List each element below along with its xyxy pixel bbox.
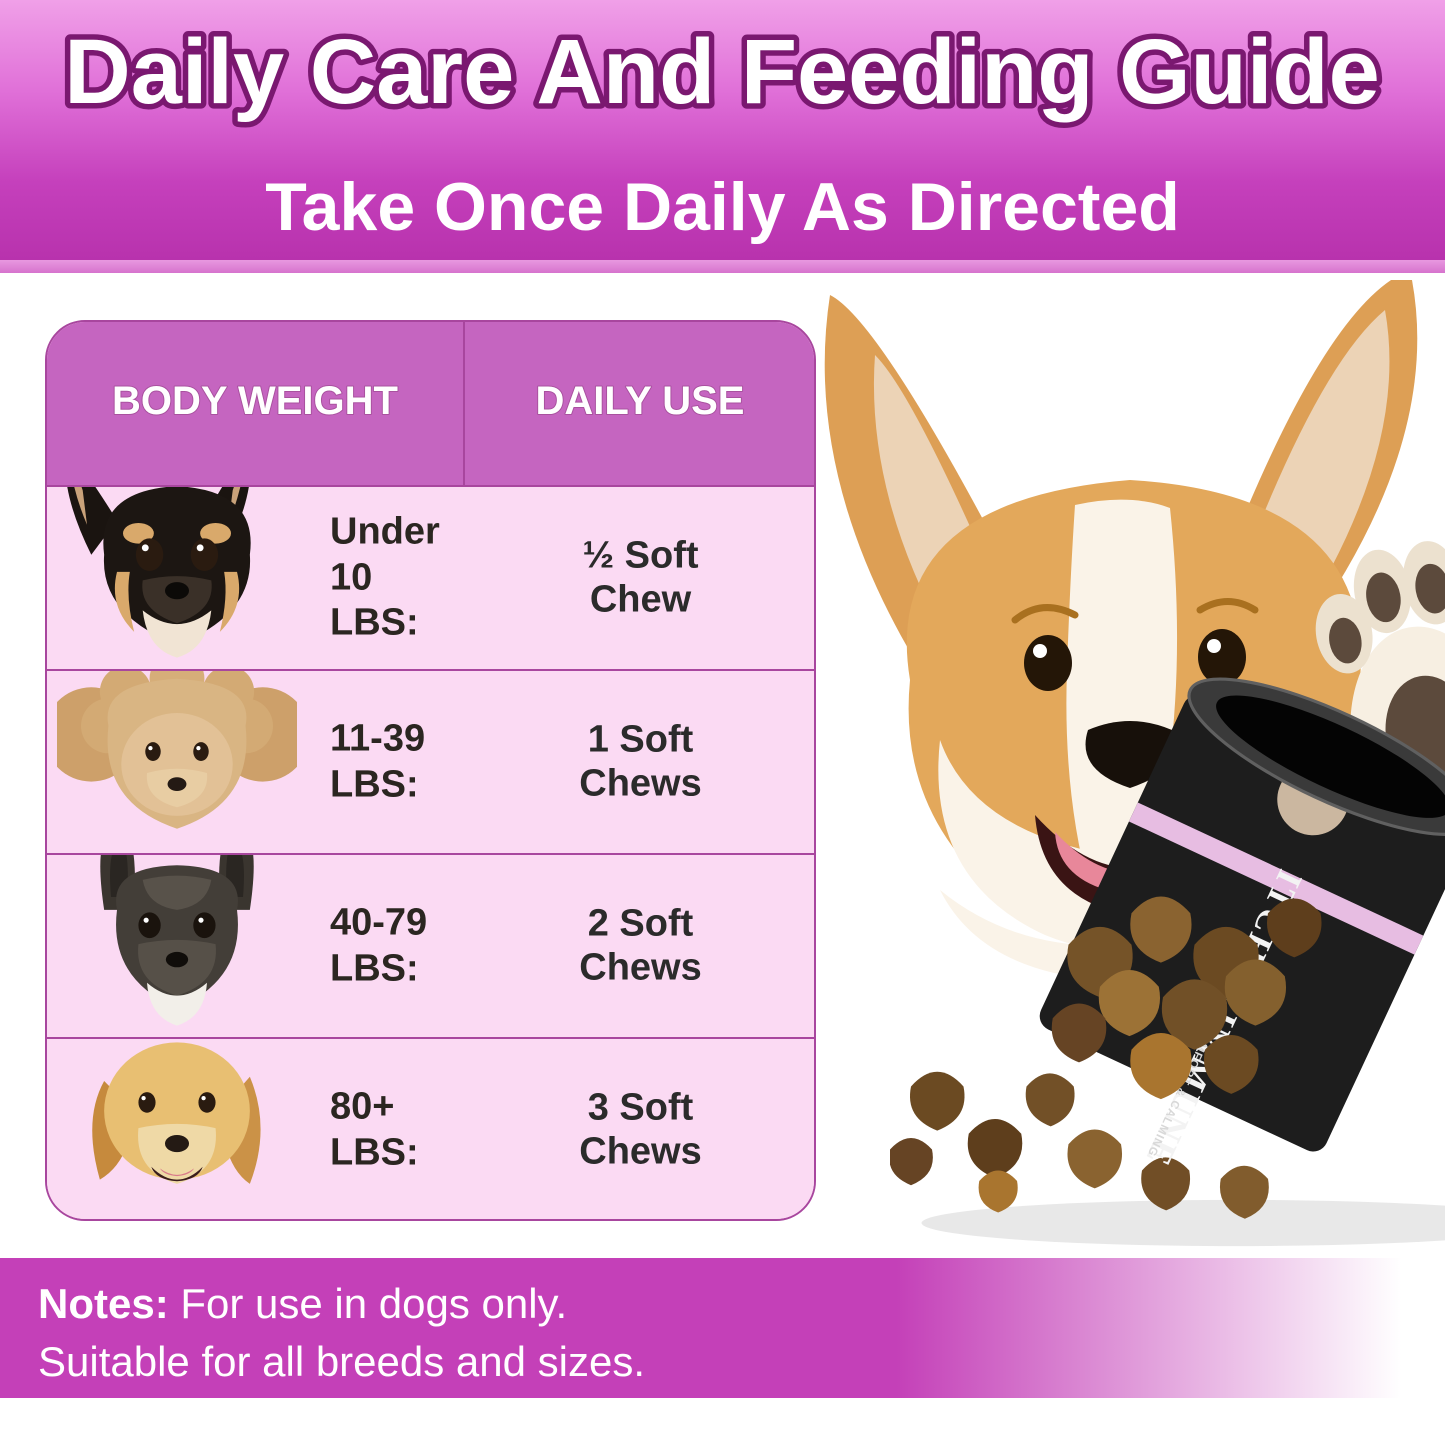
svg-text:BODY WEIGHT: BODY WEIGHT [112, 379, 398, 423]
svg-text:Daily Care And Feeding Guide: Daily Care And Feeding Guide [64, 21, 1380, 123]
svg-text:DAILY USE: DAILY USE [536, 379, 745, 423]
